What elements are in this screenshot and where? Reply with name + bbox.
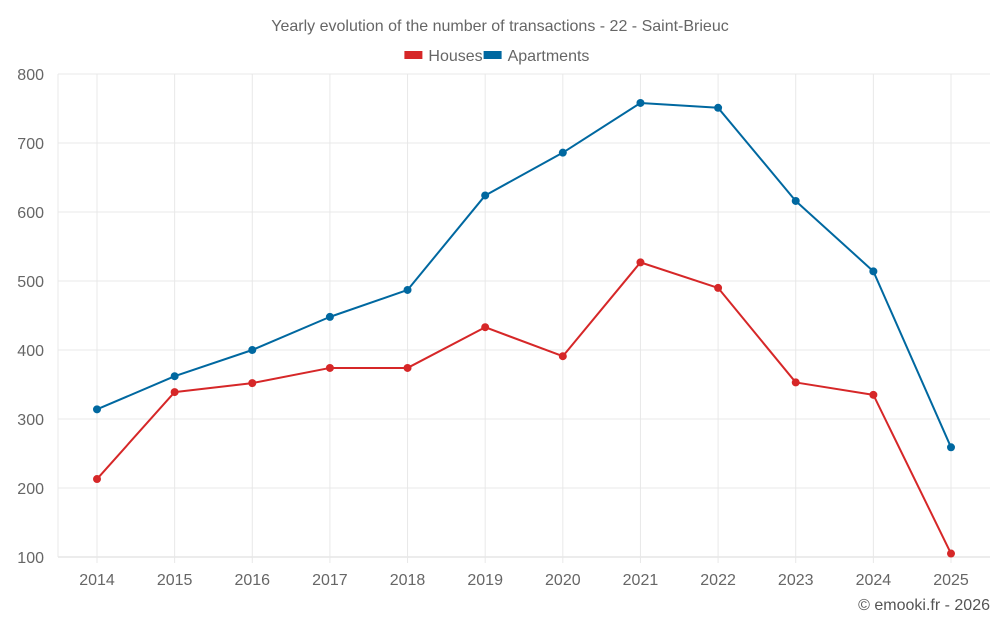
y-tick-label: 600	[17, 205, 44, 222]
data-point-houses	[170, 388, 179, 397]
x-tick-label: 2020	[545, 572, 581, 589]
legend-label-houses: Houses	[428, 48, 482, 65]
data-point-apartments	[947, 443, 955, 452]
data-point-apartments	[325, 312, 334, 321]
data-point-houses	[481, 323, 490, 332]
x-tick-label: 2023	[778, 572, 814, 589]
data-point-houses	[248, 379, 257, 388]
x-tick-label: 2017	[312, 572, 348, 589]
x-tick-label: 2018	[390, 572, 426, 589]
y-tick-label: 700	[17, 136, 44, 153]
chart-title: Yearly evolution of the number of transa…	[271, 18, 728, 35]
legend: Houses Apartments	[404, 48, 589, 65]
data-point-apartments	[791, 196, 800, 205]
data-point-apartments	[93, 405, 101, 414]
legend-label-apartments: Apartments	[508, 48, 590, 65]
data-point-apartments	[714, 103, 723, 112]
y-tick-label: 400	[17, 343, 44, 360]
y-tick-label: 100	[17, 550, 44, 567]
series-group	[93, 98, 955, 558]
data-point-houses	[558, 352, 567, 361]
series-line-apartments	[96, 101, 952, 448]
x-axis-ticks: 2014 2015 2016 2017 2018 2019 2020 2021 2022 2023…	[79, 572, 969, 589]
data-point-apartments	[481, 191, 490, 200]
x-tick-label: 2024	[856, 572, 892, 589]
data-point-houses	[93, 475, 101, 484]
x-tick-label: 2025	[933, 572, 969, 589]
data-point-houses	[869, 390, 878, 399]
series-line-houses	[96, 261, 952, 554]
data-point-apartments	[170, 372, 179, 381]
gridlines	[57, 73, 990, 563]
data-point-houses	[714, 283, 723, 292]
data-point-houses	[403, 363, 412, 372]
data-point-houses	[791, 378, 800, 387]
x-tick-label: 2014	[79, 572, 115, 589]
data-point-houses	[325, 363, 334, 372]
y-tick-label: 800	[17, 67, 44, 84]
data-point-apartments	[869, 267, 878, 276]
y-axis-ticks: 100 200 300 400 500 600 700 800	[17, 67, 44, 567]
y-tick-label: 200	[17, 481, 44, 498]
data-point-apartments	[558, 148, 567, 157]
y-tick-label: 500	[17, 274, 44, 291]
credit-text: © emooki.fr - 2026	[858, 597, 990, 614]
data-point-apartments	[636, 98, 645, 107]
x-tick-label: 2019	[467, 572, 503, 589]
legend-swatch-apartments	[483, 51, 502, 59]
data-point-houses	[636, 258, 645, 267]
legend-swatch-houses	[404, 51, 423, 59]
x-tick-label: 2022	[700, 572, 736, 589]
x-tick-label: 2015	[157, 572, 193, 589]
data-point-apartments	[403, 285, 412, 294]
data-point-apartments	[248, 346, 257, 354]
x-tick-label: 2016	[234, 572, 270, 589]
x-tick-label: 2021	[623, 572, 659, 589]
data-point-houses	[947, 549, 955, 558]
y-tick-label: 300	[17, 412, 44, 429]
